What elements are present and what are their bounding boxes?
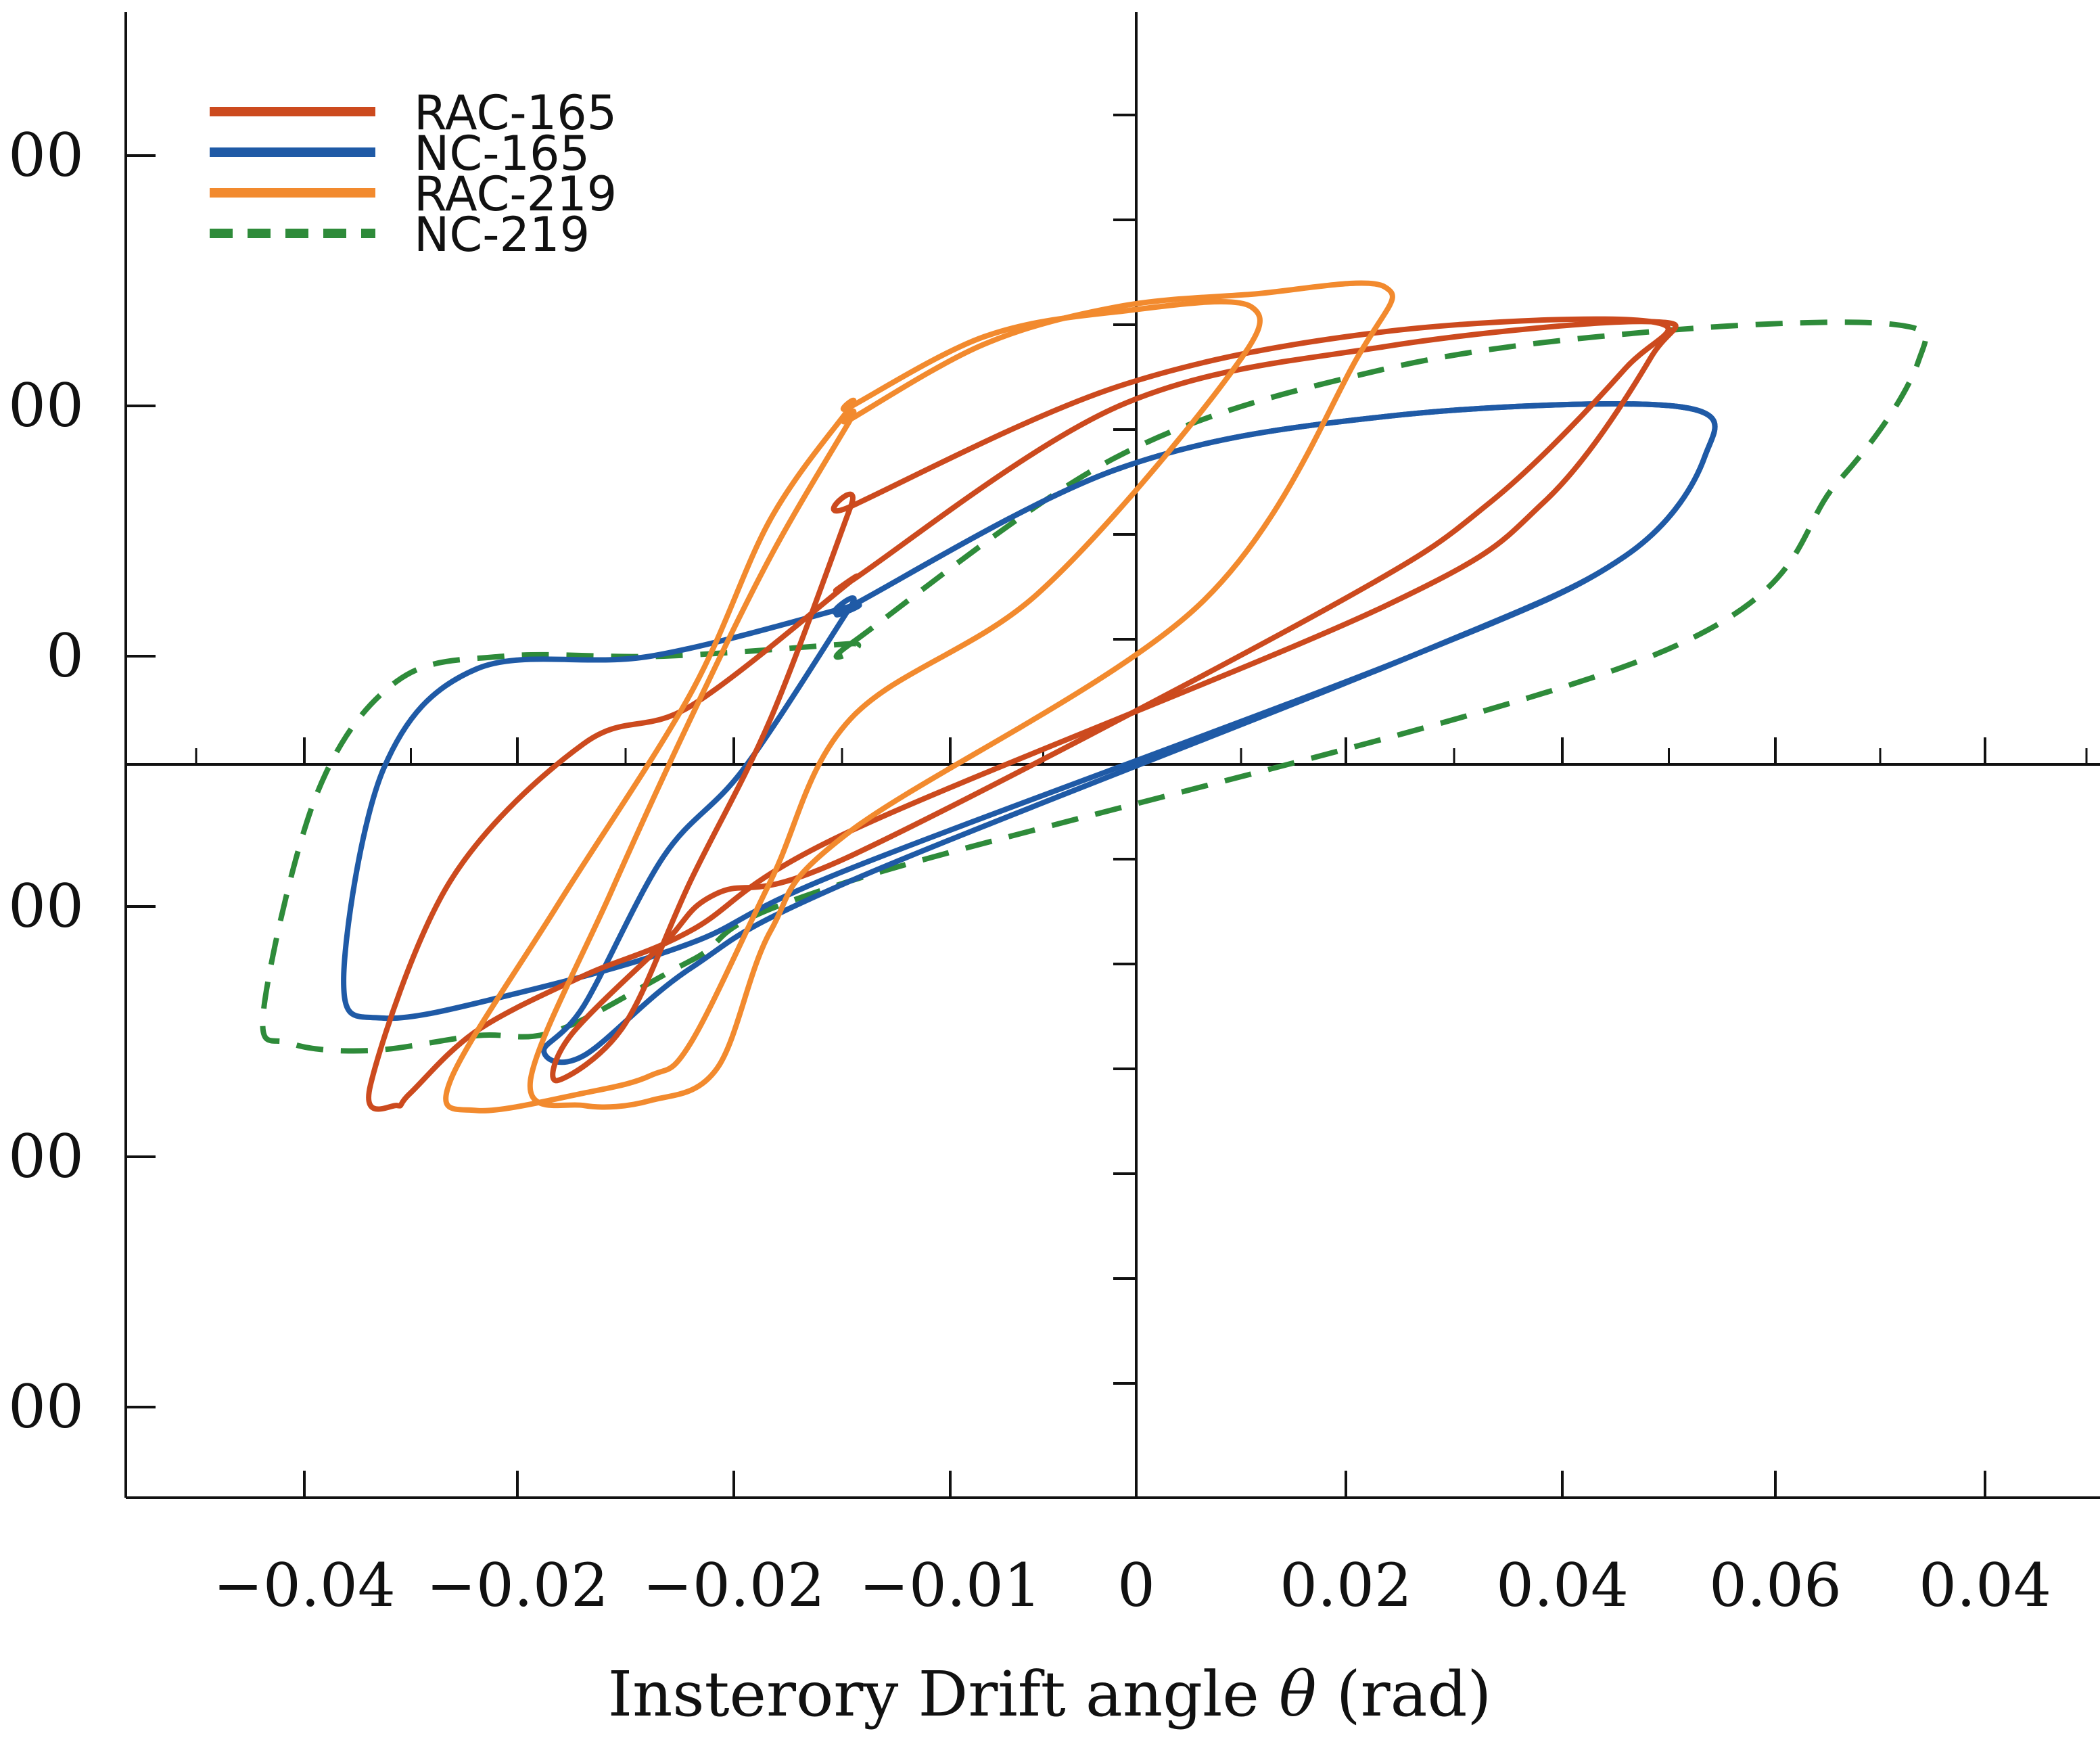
series-rac-219-loop-2 bbox=[527, 280, 1395, 1110]
x-tick-label: −0.02 bbox=[426, 1550, 609, 1620]
legend-label-rac-165: RAC-165 bbox=[414, 85, 617, 141]
tick-labels: −0.04 −0.02 −0.02 −0.01 0 0.02 0.04 0.06 0.04000… bbox=[8, 120, 2051, 1620]
y-tick-label: 00 bbox=[8, 120, 84, 190]
x-tick-label: −0.02 bbox=[643, 1550, 825, 1620]
x-axis-title-prefix: Insterory Drift angle bbox=[608, 1658, 1279, 1730]
y-tick-label: 0 bbox=[46, 621, 84, 691]
y-tick-label: 00 bbox=[8, 371, 84, 440]
x-tick-label: 0.04 bbox=[1496, 1550, 1629, 1620]
curves bbox=[260, 280, 1929, 1113]
series-rac-165-loop-1 bbox=[550, 316, 1671, 1084]
x-tick-label: −0.01 bbox=[859, 1550, 1042, 1620]
legend-label-nc-219: NC-219 bbox=[414, 207, 590, 262]
x-tick-label: 0.02 bbox=[1280, 1550, 1412, 1620]
x-tick-label: 0.06 bbox=[1709, 1550, 1842, 1620]
series-rac-219-loop-1 bbox=[443, 299, 1263, 1113]
y-tick-label: 00 bbox=[8, 1372, 84, 1442]
series-nc-219-loop-1 bbox=[260, 319, 1929, 1054]
y-tick-label: 00 bbox=[8, 1122, 84, 1191]
series-rac-165-loop-2 bbox=[366, 319, 1679, 1112]
legend-label-rac-219: RAC-219 bbox=[414, 166, 617, 222]
x-axis-title: Insterory Drift angle θ (rad) bbox=[608, 1658, 1491, 1730]
x-tick-label: 0 bbox=[1117, 1550, 1155, 1620]
y-tick-label: 00 bbox=[8, 871, 84, 941]
legend-label-nc-165: NC-165 bbox=[414, 126, 590, 181]
axis-ticks bbox=[126, 114, 2088, 1498]
x-tick-label: 0.04 bbox=[1919, 1550, 2051, 1620]
x-tick-label: −0.04 bbox=[213, 1550, 396, 1620]
series-nc-165-loop-2 bbox=[341, 400, 1718, 1021]
x-axis-title-symbol: θ bbox=[1279, 1658, 1316, 1730]
x-axis-title-suffix: (rad) bbox=[1316, 1658, 1491, 1730]
